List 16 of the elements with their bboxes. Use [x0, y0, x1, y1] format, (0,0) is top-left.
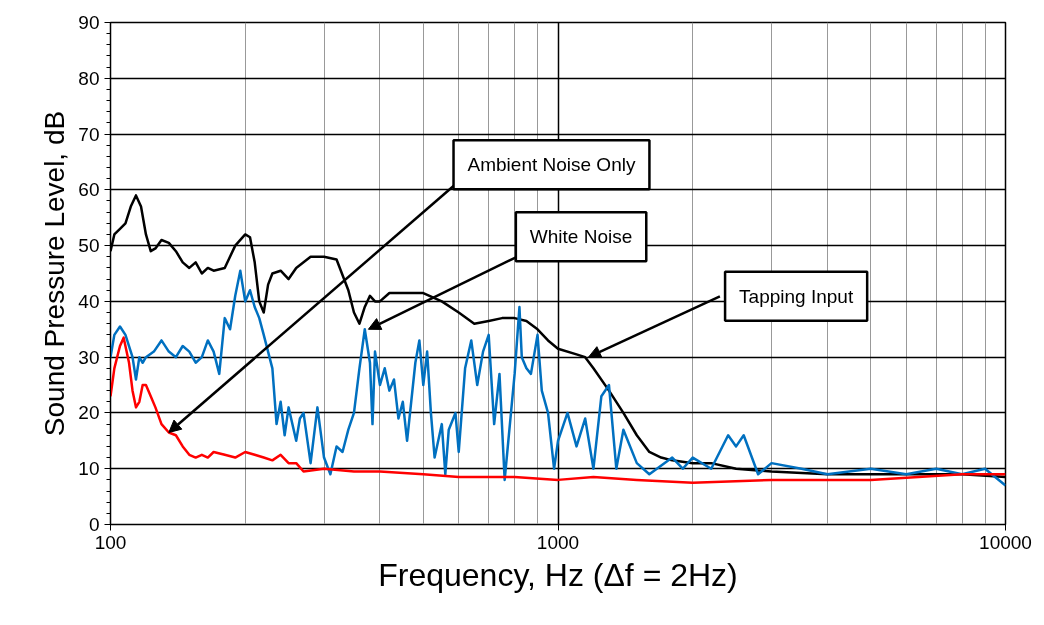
- y-tick-label: 40: [78, 290, 100, 312]
- annotation: White Noise: [529, 226, 633, 248]
- y-tick-label: 10: [78, 458, 100, 480]
- x-tick-label: 10000: [979, 531, 1032, 553]
- y-tick-label: 60: [78, 179, 100, 201]
- x-axis-title: Frequency, Hz (Δf = 2Hz): [378, 556, 738, 593]
- y-tick-label: 50: [78, 235, 100, 257]
- annotation: Ambient Noise Only: [467, 154, 636, 176]
- y-tick-label: 30: [78, 346, 100, 368]
- y-tick-label: 70: [78, 123, 100, 145]
- x-tick-label: 1000: [536, 531, 580, 553]
- y-tick-label: 20: [78, 402, 100, 424]
- y-tick-label: 90: [78, 12, 100, 33]
- y-tick-label: 80: [78, 67, 100, 89]
- annotation: Tapping Input: [739, 285, 854, 307]
- y-axis-title: Sound Pressure Level, dB: [39, 110, 71, 437]
